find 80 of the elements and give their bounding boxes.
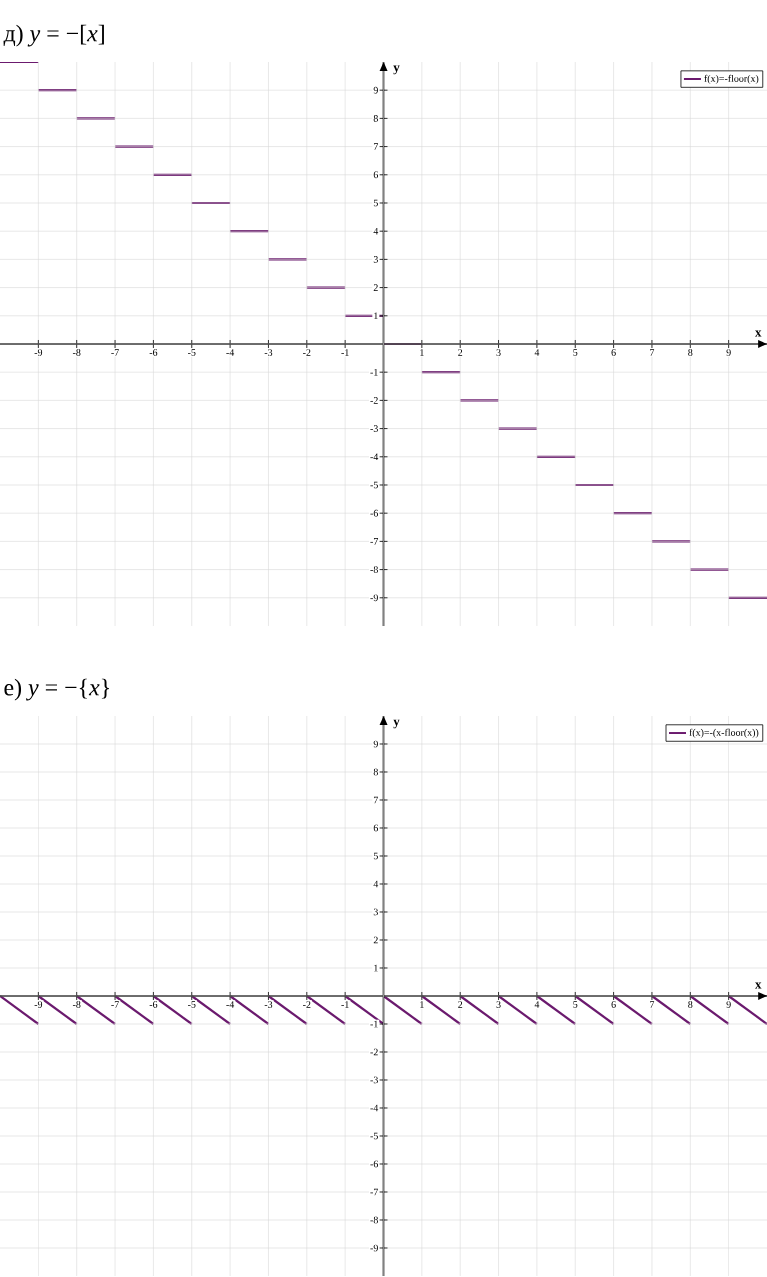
y-axis-title: y bbox=[393, 65, 400, 75]
x-tick-label: -9 bbox=[34, 1001, 43, 1008]
y-tick-label: 5 bbox=[373, 199, 378, 207]
y-tick-label: 3 bbox=[373, 908, 378, 916]
y-tick-label: 9 bbox=[373, 740, 378, 748]
x-tick-label: -3 bbox=[264, 349, 273, 356]
x-tick-label: 7 bbox=[650, 349, 655, 356]
x-tick-label: -5 bbox=[187, 349, 196, 356]
x-tick-label: 1 bbox=[420, 349, 424, 356]
x-tick-label: 5 bbox=[573, 349, 578, 356]
y-tick-label: 4 bbox=[373, 227, 379, 235]
x-tick-label: 3 bbox=[496, 1001, 501, 1008]
x-tick-label: 6 bbox=[611, 349, 616, 356]
y-tick-label: 8 bbox=[373, 115, 378, 122]
chart-title: д) y = −[x] bbox=[3, 24, 104, 47]
y-tick-label: -6 bbox=[370, 509, 379, 517]
y-tick-label: 6 bbox=[373, 171, 379, 179]
x-tick-label: 9 bbox=[726, 1001, 731, 1008]
x-tick-label: -1 bbox=[341, 1001, 349, 1008]
y-tick-label: -8 bbox=[370, 1216, 378, 1224]
y-tick-label: -9 bbox=[370, 594, 378, 602]
legend-label: f(x)=-floor(x) bbox=[704, 74, 759, 84]
x-axis-title: x bbox=[755, 330, 762, 337]
y-tick-label: -2 bbox=[370, 1048, 378, 1056]
y-tick-label: -6 bbox=[370, 1160, 379, 1168]
x-tick-label: 8 bbox=[688, 1001, 693, 1008]
x-tick-label: -9 bbox=[34, 349, 43, 356]
x-tick-label: 4 bbox=[534, 349, 540, 356]
y-tick-label: -2 bbox=[370, 397, 378, 404]
y-tick-label: -1 bbox=[370, 1020, 378, 1028]
x-tick-label: -2 bbox=[303, 349, 311, 356]
y-tick-label: -4 bbox=[370, 453, 379, 461]
y-tick-label: 6 bbox=[373, 824, 379, 832]
legend-label: f(x)=-(x-floor(x)) bbox=[689, 728, 759, 738]
x-tick-label: 3 bbox=[496, 349, 501, 356]
x-tick-label: 2 bbox=[458, 349, 463, 356]
chart-title: е) y = −{x} bbox=[4, 678, 110, 701]
y-tick-label: 1 bbox=[374, 312, 378, 320]
x-tick-label: -7 bbox=[111, 349, 119, 356]
y-tick-label: 9 bbox=[373, 86, 378, 94]
x-tick-label: 1 bbox=[420, 1001, 424, 1008]
x-tick-label: -4 bbox=[226, 349, 235, 356]
x-tick-label: -8 bbox=[72, 1001, 81, 1008]
x-tick-label: -6 bbox=[149, 349, 158, 356]
x-tick-label: -1 bbox=[341, 349, 349, 356]
x-axis-title: x bbox=[755, 982, 762, 989]
y-tick-label: 8 bbox=[373, 768, 378, 776]
y-tick-label: -5 bbox=[370, 1132, 378, 1140]
y-tick-label: 3 bbox=[373, 256, 378, 263]
x-tick-label: 9 bbox=[726, 349, 731, 356]
x-tick-label: 4 bbox=[534, 1001, 540, 1008]
y-tick-label: -3 bbox=[370, 1076, 378, 1084]
y-tick-label: 7 bbox=[373, 796, 379, 804]
x-tick-label: 2 bbox=[458, 1001, 463, 1008]
x-tick-label: 5 bbox=[573, 1001, 578, 1008]
y-tick-label: 1 bbox=[374, 964, 378, 972]
y-tick-label: 5 bbox=[373, 852, 378, 860]
x-tick-label: -7 bbox=[111, 1001, 119, 1008]
y-tick-label: -7 bbox=[370, 1188, 379, 1196]
x-tick-label: 7 bbox=[650, 1001, 655, 1008]
y-tick-label: 2 bbox=[373, 284, 378, 291]
x-tick-label: -6 bbox=[149, 1001, 158, 1008]
y-axis-title: y bbox=[393, 719, 400, 729]
x-tick-label: 8 bbox=[688, 349, 693, 356]
y-tick-label: -7 bbox=[370, 538, 379, 545]
x-tick-label: -8 bbox=[72, 349, 81, 356]
y-tick-label: 7 bbox=[373, 143, 379, 150]
y-tick-label: -5 bbox=[370, 481, 378, 489]
y-tick-label: -3 bbox=[370, 425, 378, 432]
x-tick-label: 6 bbox=[611, 1001, 616, 1008]
y-tick-label: -1 bbox=[370, 368, 378, 376]
x-tick-label: -2 bbox=[303, 1001, 311, 1008]
x-tick-label: -5 bbox=[187, 1001, 196, 1008]
y-tick-label: 4 bbox=[373, 880, 379, 888]
x-tick-label: -4 bbox=[226, 1001, 235, 1008]
y-tick-label: 2 bbox=[373, 936, 378, 944]
y-tick-label: -4 bbox=[370, 1104, 379, 1112]
x-tick-label: -3 bbox=[264, 1001, 273, 1008]
y-tick-label: -9 bbox=[370, 1244, 378, 1252]
y-tick-label: -8 bbox=[370, 566, 378, 573]
